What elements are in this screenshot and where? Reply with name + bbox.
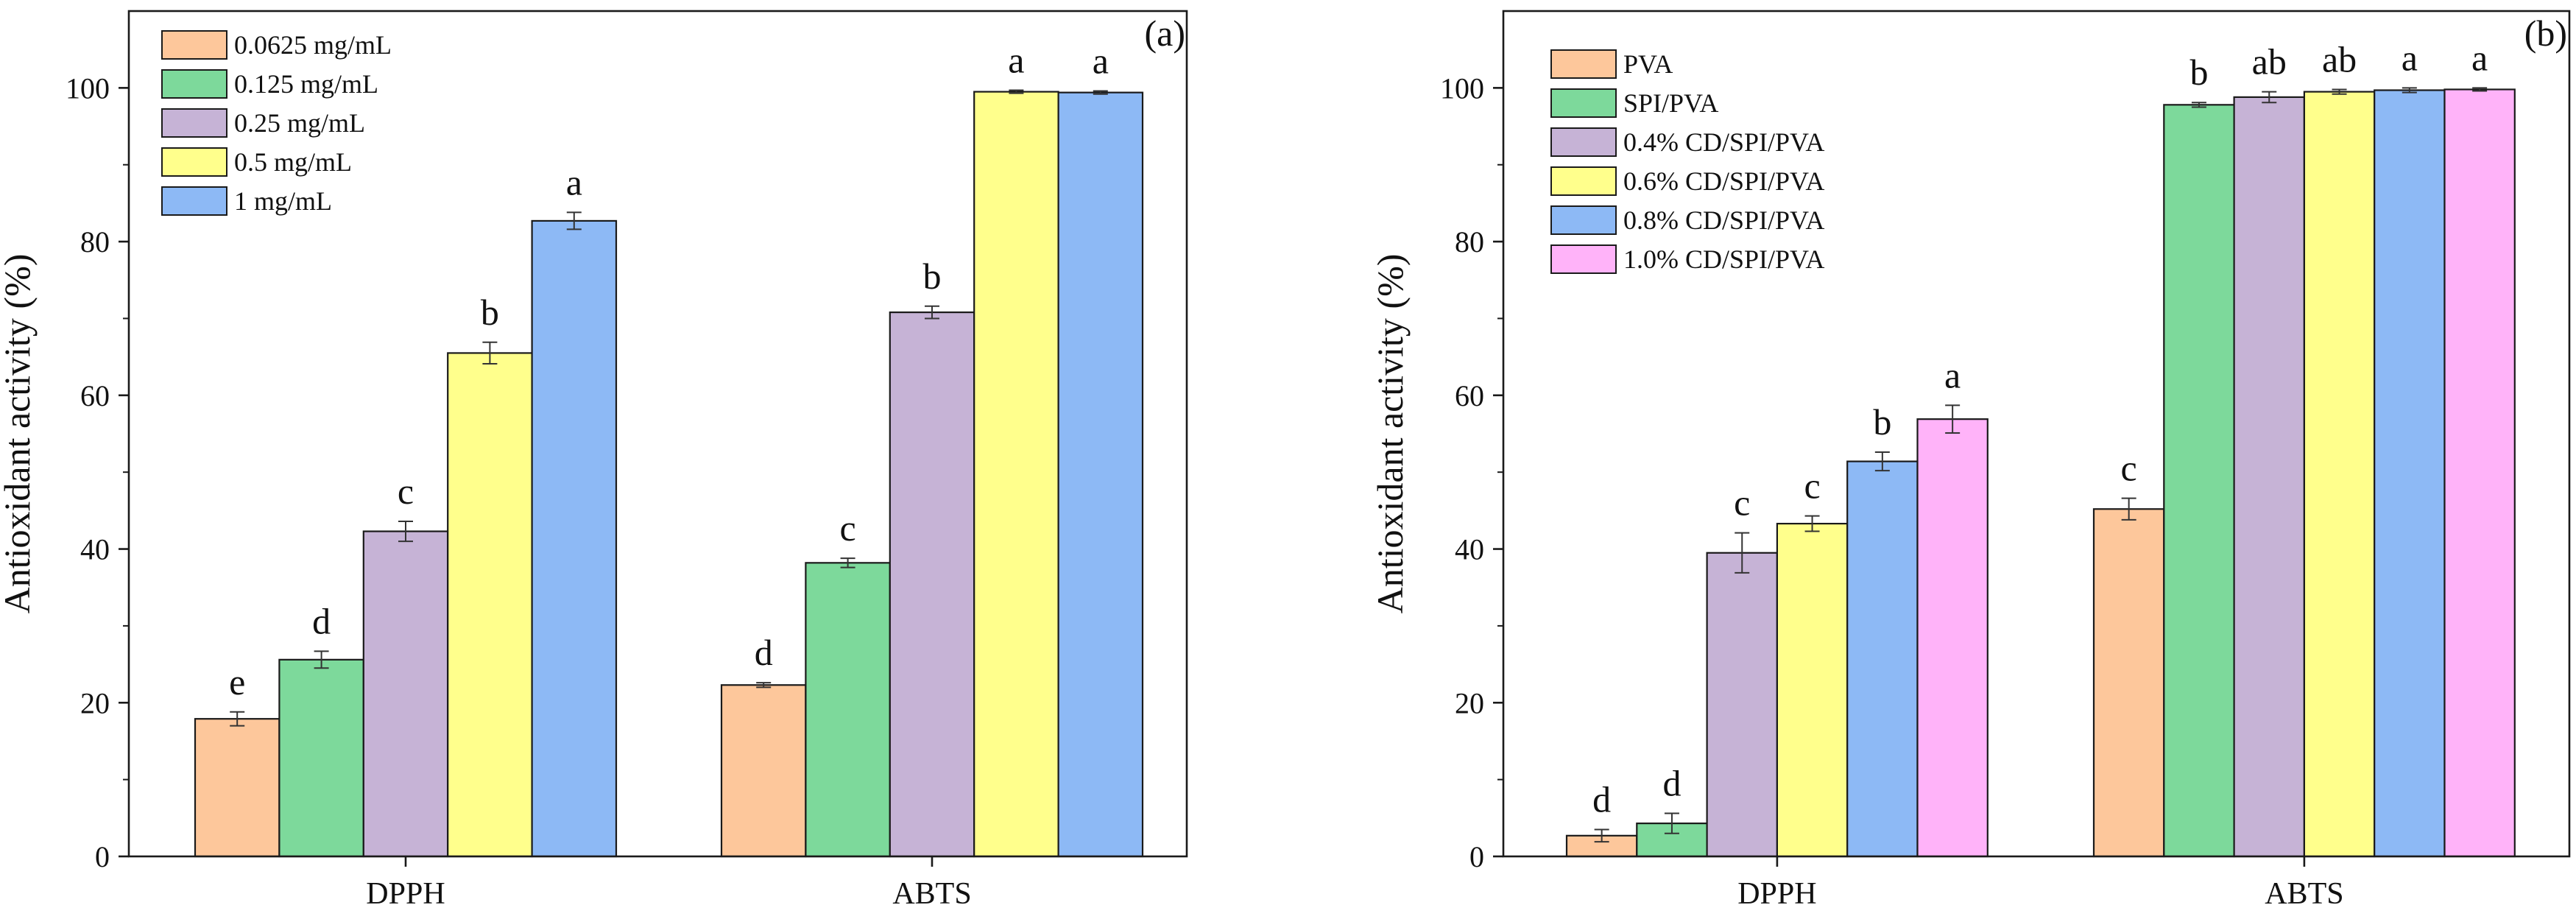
y-tick-label: 0	[1469, 840, 1484, 873]
legend-swatch	[1550, 88, 1617, 118]
bar	[2303, 91, 2376, 858]
significance-letter: c	[398, 471, 414, 512]
legend-label: SPI/PVA	[1623, 88, 1718, 118]
bar	[720, 684, 807, 858]
legend-label: 0.5 mg/mL	[234, 147, 352, 177]
significance-letter: a	[2402, 37, 2418, 78]
significance-letter: c	[1804, 465, 1820, 507]
significance-letter: a	[566, 161, 582, 203]
legend-swatch	[161, 69, 227, 99]
bar	[973, 91, 1059, 858]
bar	[1846, 460, 1919, 858]
bar	[531, 219, 618, 858]
y-axis-label: Antioxidant activity (%)	[0, 254, 38, 614]
significance-letter: ab	[2252, 41, 2287, 82]
bar	[805, 562, 891, 858]
legend-swatch	[1550, 49, 1617, 79]
bar	[2163, 104, 2235, 858]
y-tick-label: 100	[1440, 71, 1484, 105]
panel-label: (b)	[2524, 13, 2567, 54]
y-tick-label: 80	[80, 225, 110, 258]
significance-letter: ab	[2322, 38, 2357, 80]
y-tick-label: 80	[1455, 225, 1484, 258]
legend-label: 0.25 mg/mL	[234, 108, 365, 138]
chart-panel-b: d c d b c ab c ab b a a a 0 20 40 60 80 100 DPPH ABTS Antiox…	[1369, 10, 2571, 911]
legend-label: 0.6% CD/SPI/PVA	[1623, 166, 1824, 196]
y-tick-label: 20	[1455, 686, 1484, 719]
significance-letter: b	[481, 292, 499, 333]
significance-letter: c	[2121, 448, 2137, 489]
legend-swatch	[1550, 244, 1617, 274]
significance-letter: a	[1008, 39, 1024, 80]
legend-label: 0.8% CD/SPI/PVA	[1623, 205, 1824, 235]
legend-swatch	[161, 186, 227, 216]
significance-letter: b	[1873, 401, 1891, 443]
significance-letter: d	[1592, 778, 1611, 820]
legend-swatch	[1550, 127, 1617, 157]
significance-letter: a	[1093, 41, 1109, 82]
y-tick-label: 40	[1455, 533, 1484, 566]
bar	[2233, 96, 2306, 858]
legend-label: 0.0625 mg/mL	[234, 30, 392, 60]
bar	[1776, 523, 1849, 858]
y-tick-label: 60	[1455, 379, 1484, 412]
y-axis-label: Antioxidant activity (%)	[1369, 254, 1411, 614]
y-tick-label: 20	[80, 686, 110, 719]
y-tick-label: 40	[80, 533, 110, 566]
bar	[889, 311, 975, 858]
significance-letter: d	[755, 632, 773, 673]
legend-label: 0.125 mg/mL	[234, 69, 378, 99]
legend-swatch	[161, 147, 227, 177]
plot-frame	[127, 10, 1188, 858]
legend: PVA SPI/PVA 0.4% CD/SPI/PVA 0.6% CD/SPI/PVA…	[1550, 49, 1824, 274]
legend-label: 0.4% CD/SPI/PVA	[1623, 127, 1824, 157]
bar	[1706, 552, 1779, 858]
plot-frame	[1502, 10, 2571, 858]
bar	[2092, 508, 2165, 858]
legend-swatch	[1550, 166, 1617, 196]
panel-label: (a)	[1145, 13, 1186, 54]
bar	[194, 718, 280, 858]
legend-label: PVA	[1623, 49, 1673, 79]
legend-swatch	[1550, 205, 1617, 235]
y-tick-label: 0	[95, 840, 110, 873]
significance-letter: c	[839, 507, 855, 549]
x-tick-label: ABTS	[2265, 877, 2343, 911]
bar	[2443, 88, 2516, 858]
significance-letter: b	[923, 256, 942, 297]
significance-letter: a	[1944, 354, 1961, 395]
legend-swatch	[161, 30, 227, 60]
bar	[1057, 91, 1144, 858]
bar	[2374, 89, 2446, 858]
x-tick-label: DPPH	[1737, 877, 1816, 911]
legend-swatch	[161, 108, 227, 138]
significance-letter: d	[1662, 763, 1681, 804]
bar	[278, 658, 364, 858]
significance-letter: d	[312, 600, 331, 641]
bar	[362, 530, 449, 858]
significance-letter: c	[1734, 482, 1750, 524]
significance-letter: e	[229, 661, 245, 703]
bar	[447, 352, 533, 858]
significance-letter: b	[2189, 52, 2208, 93]
x-tick-label: ABTS	[892, 877, 971, 911]
y-tick-label: 60	[80, 379, 110, 412]
y-tick-label: 100	[66, 71, 110, 105]
legend-label: 1.0% CD/SPI/PVA	[1623, 244, 1824, 274]
bar	[1916, 418, 1989, 858]
legend: 0.0625 mg/mL 0.125 mg/mL 0.25 mg/mL 0.5 mg/…	[161, 30, 392, 216]
legend-label: 1 mg/mL	[234, 186, 332, 216]
chart-panel-a: e d d c c b b a a a 0 20 40 60 80 100 DPPH ABTS Antioxidan…	[0, 10, 1188, 911]
x-tick-label: DPPH	[366, 877, 445, 911]
significance-letter: a	[2471, 37, 2488, 78]
